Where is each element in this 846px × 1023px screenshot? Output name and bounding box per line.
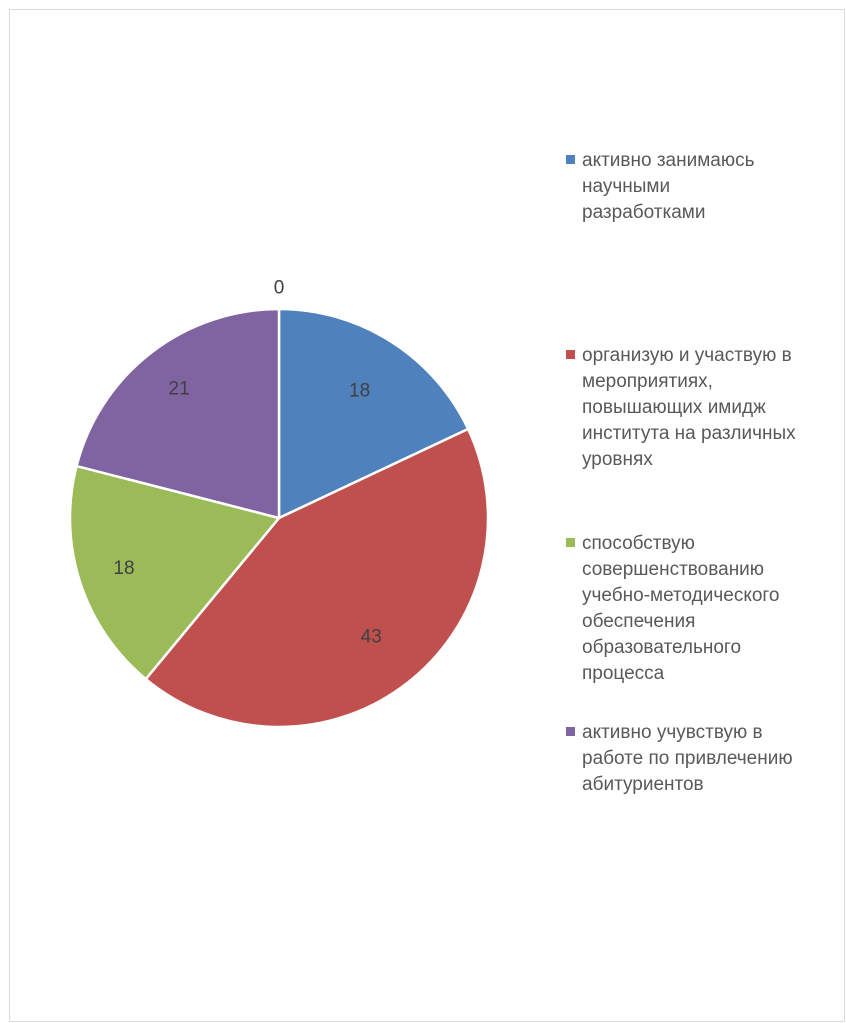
legend-label: активно занимаюсь научными разработками — [582, 150, 755, 223]
pie-slice — [144, 427, 490, 729]
pie-slice — [75, 307, 281, 520]
data-label: 18 — [113, 558, 134, 579]
legend-label: активно учувствую в работе по привлечени… — [582, 722, 793, 795]
legend-swatch — [566, 727, 575, 736]
data-label: 0 — [274, 278, 285, 299]
legend-label: способствую совершенствованию учебно-мет… — [582, 533, 780, 684]
pie-slice — [277, 307, 470, 520]
data-label: 21 — [169, 379, 190, 400]
legend-swatch — [566, 350, 575, 359]
legend-swatch — [566, 155, 575, 164]
data-label: 43 — [361, 626, 382, 647]
pie-slice — [68, 464, 281, 681]
legend-swatch — [566, 538, 575, 547]
legend-label: организую и участвую в мероприятиях, пов… — [582, 345, 796, 470]
data-label: 18 — [349, 380, 370, 401]
